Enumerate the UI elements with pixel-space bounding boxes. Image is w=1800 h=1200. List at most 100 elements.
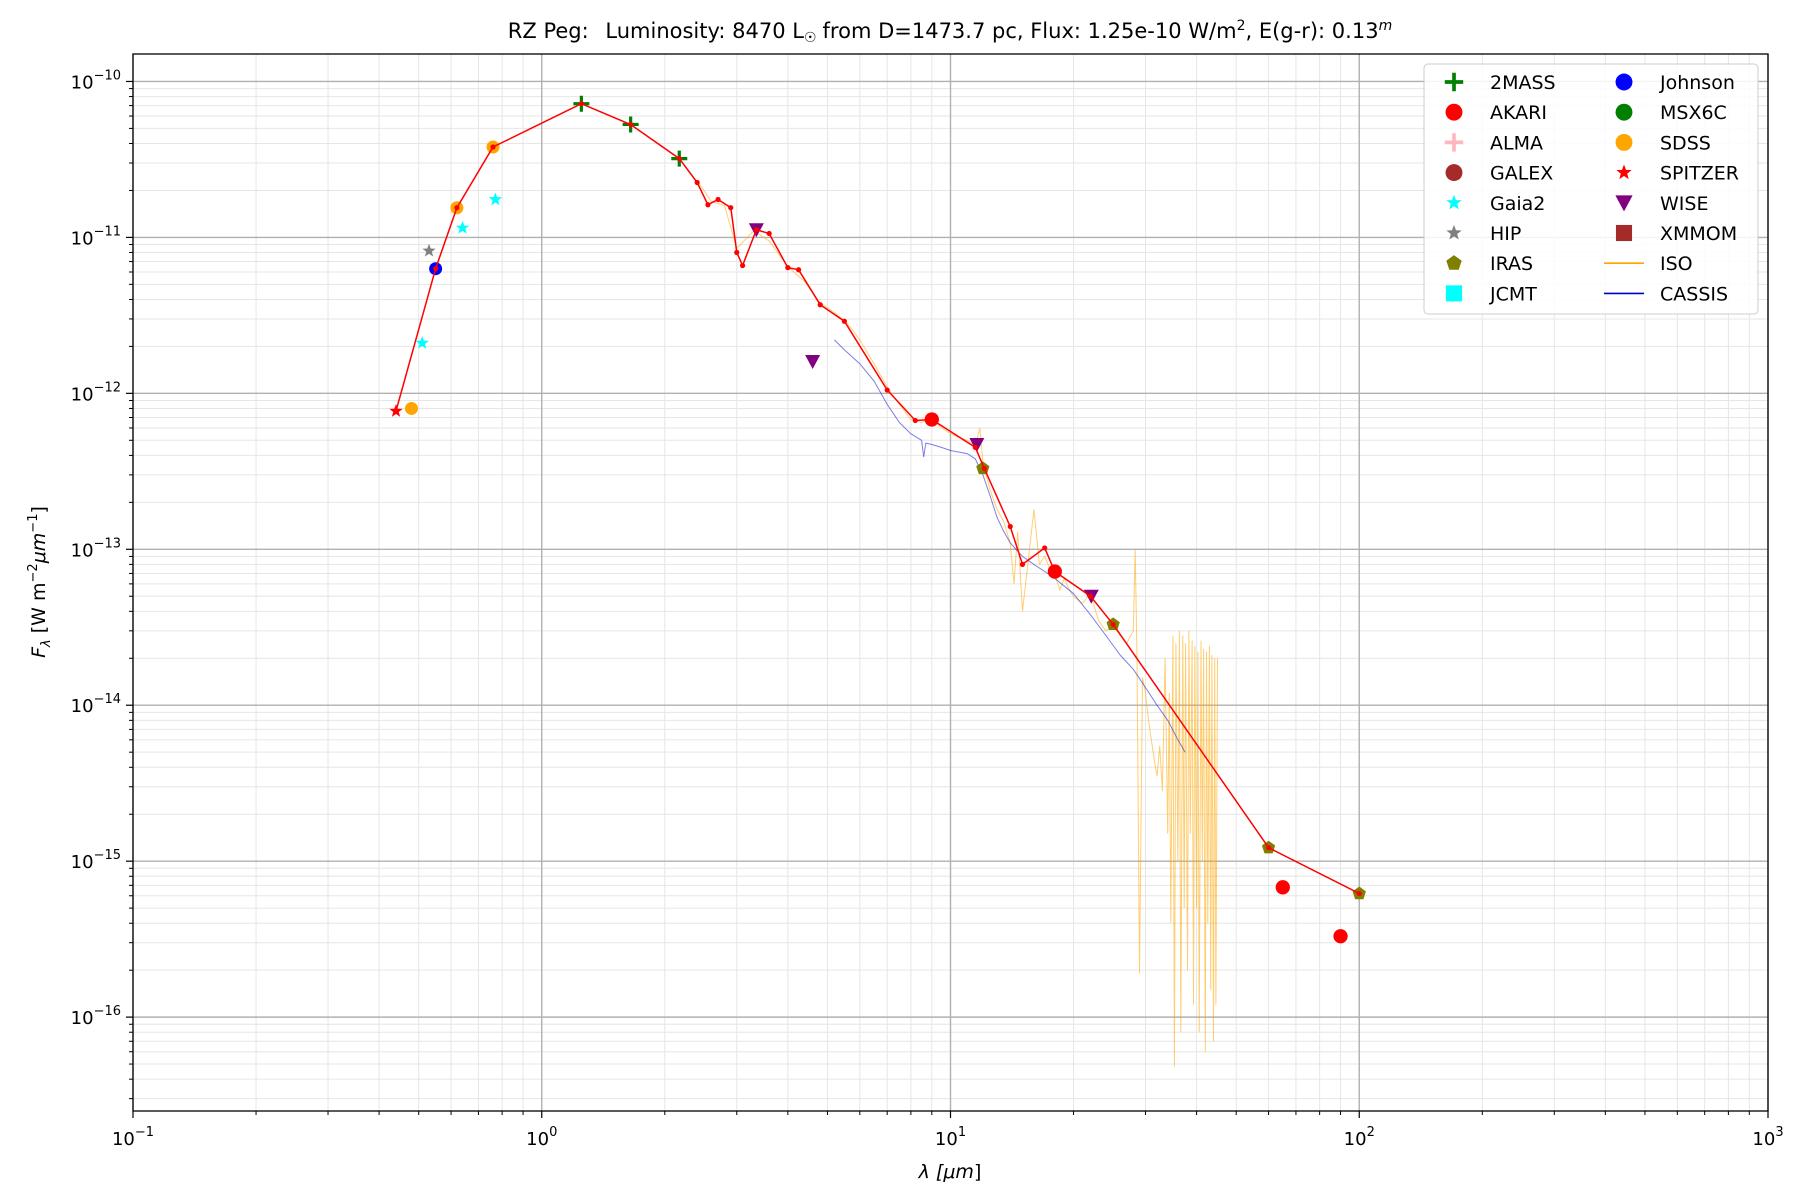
title-extinction: , E(g-r): 0.13 [1246, 19, 1379, 43]
y-tick-label: 10−10 [71, 68, 121, 93]
legend-label-spitzer: SPITZER [1660, 163, 1739, 185]
model-point [739, 262, 746, 269]
point-hip [422, 243, 436, 257]
plot-area [389, 95, 1366, 1067]
legend-entry-hip: HIP [1446, 223, 1521, 245]
x-tick-label: 103 [1752, 1125, 1783, 1150]
legend-marker-gaia2 [1446, 194, 1462, 210]
legend-entry-akari: AKARI [1445, 102, 1547, 124]
model-point [1052, 568, 1058, 575]
legend-entry-iso: ISO [1604, 253, 1693, 275]
model-point [796, 267, 802, 273]
legend-entry-cassis: CASSIS [1604, 283, 1728, 305]
legend-label-xmmom: XMMOM [1660, 223, 1737, 245]
legend-marker-jcmt [1445, 285, 1463, 302]
legend-marker-galex [1445, 164, 1463, 182]
y-tick-label: 10−12 [71, 380, 121, 405]
y-axis-label: Fλ [W m−2μm−1] [26, 506, 54, 658]
x-tick-label: 102 [1344, 1125, 1375, 1150]
model-point [912, 417, 918, 424]
legend-entry-galex: GALEX [1445, 163, 1553, 185]
model-point [433, 266, 439, 272]
model-point [628, 121, 634, 128]
title-extinction-exponent: m [1379, 18, 1393, 34]
x-tick-label: 100 [526, 1125, 557, 1150]
model-point [981, 465, 987, 472]
legend-label-alma: ALMA [1490, 132, 1543, 154]
legend-label-galex: GALEX [1490, 163, 1553, 185]
legend-label-gaia2: Gaia2 [1490, 193, 1545, 215]
y-axis-label-exp1: −2 [26, 563, 41, 582]
y-tick-label: 10−14 [71, 692, 121, 717]
model-point [393, 408, 399, 414]
model-point [972, 444, 978, 451]
x-axis-label-base: λ [ [918, 1161, 944, 1183]
model-point [728, 205, 734, 211]
y-tick-label: 10−13 [71, 536, 121, 561]
y-axis-label-unit: μm [28, 533, 50, 565]
y-axis-label-base: F [28, 646, 50, 658]
legend-label-hip: HIP [1490, 223, 1521, 245]
legend-entry-spitzer: SPITZER [1616, 163, 1739, 185]
legend-marker-sdss [1615, 133, 1633, 151]
legend-entry-alma: ALMA [1444, 132, 1543, 154]
y-axis-label-sub: λ [39, 639, 54, 648]
y-axis-label-exp2: −1 [26, 514, 41, 533]
legend-marker-akari [1445, 103, 1463, 121]
grid [132, 54, 1769, 1111]
legend-marker-wise [1615, 195, 1633, 212]
model-point [676, 156, 682, 162]
legend-marker-msx6c [1615, 103, 1633, 121]
y-tick-label: 10−11 [71, 224, 121, 249]
legend: 2MASS AKARI ALMA GALEX Gaia2 HIP IRAS JCMT Johns… [1423, 63, 1759, 315]
legend-entry-jcmt: JCMT [1445, 283, 1537, 305]
legend-marker-johnson [1615, 73, 1633, 91]
model-point [1007, 523, 1013, 530]
model-point [715, 196, 721, 203]
model-point [1087, 593, 1094, 599]
y-axis-label-rest: [W m [28, 582, 50, 639]
legend-marker-hip [1446, 224, 1462, 240]
legend-label-msx6c: MSX6C [1660, 102, 1727, 124]
model-point [1110, 621, 1116, 627]
point-gaia2 [488, 192, 502, 206]
model-point [785, 265, 791, 271]
point-sdss [404, 401, 418, 415]
x-tick-label: 101 [935, 1125, 966, 1150]
model-point [694, 179, 700, 186]
model-point [705, 202, 711, 208]
cassis-spectrum-line [834, 339, 1186, 753]
legend-entry-xmmom: XMMOM [1615, 223, 1737, 245]
legend-marker-spitzer [1616, 164, 1632, 180]
model-point [578, 101, 584, 107]
legend-entry-2mass: 2MASS [1444, 72, 1556, 94]
legend-label-sdss: SDSS [1660, 132, 1711, 154]
legend-entry-sdss: SDSS [1615, 132, 1711, 154]
legend-entry-wise: WISE [1615, 193, 1708, 215]
legend-label-iso: ISO [1660, 253, 1693, 275]
model-point [884, 387, 890, 393]
model-line [395, 102, 1360, 895]
legend-entry-iras: IRAS [1446, 253, 1533, 275]
point-gaia2 [455, 220, 470, 234]
model-point [817, 302, 823, 308]
point-wise [969, 437, 985, 452]
title-flux-exponent: 2 [1237, 18, 1246, 34]
model-point [929, 416, 935, 423]
legend-entry-gaia2: Gaia2 [1446, 193, 1545, 215]
model-point [734, 249, 740, 256]
legend-marker-iras [1446, 255, 1462, 270]
point-akari [1275, 880, 1290, 895]
model-point [1356, 890, 1362, 897]
legend-entry-johnson: Johnson [1615, 72, 1735, 94]
iso-spectrum-line [696, 180, 1218, 1067]
model-point [1042, 545, 1048, 551]
model-point [753, 227, 759, 233]
legend-label-wise: WISE [1660, 193, 1708, 215]
title-star: RZ Peg: [508, 19, 589, 43]
title-luminosity: Luminosity: 8470 L [605, 19, 804, 43]
point-wise [805, 355, 821, 370]
legend-label-cassis: CASSIS [1660, 283, 1728, 305]
x-axis-label-unit: μm [942, 1161, 974, 1183]
